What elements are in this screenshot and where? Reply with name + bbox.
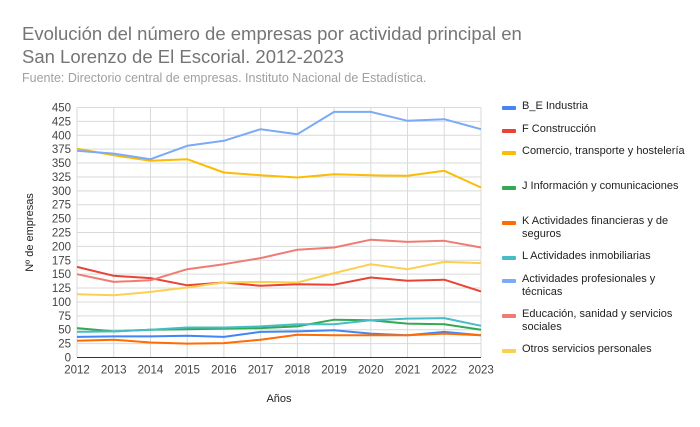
legend-label: J Información y comunicaciones: [522, 180, 679, 192]
series-line-4[interactable]: [76, 332, 482, 345]
x-tick-label: 2023: [468, 365, 494, 377]
x-tick-label: 2013: [101, 365, 127, 377]
x-tick-label: 2016: [211, 365, 237, 377]
legend-swatch: [502, 256, 516, 260]
series-line-8[interactable]: [76, 260, 482, 297]
y-tick-label: 375: [52, 144, 71, 156]
y-tick-label: 0: [65, 353, 71, 365]
y-tick-label: 400: [52, 130, 71, 142]
y-tick-label: 75: [58, 311, 71, 323]
series-lines: [76, 110, 482, 345]
x-tick-label: 2014: [138, 365, 164, 377]
legend-swatch: [502, 349, 516, 353]
y-tick-label: 50: [58, 325, 71, 337]
legend-swatch: [502, 151, 516, 155]
gridlines: [76, 107, 482, 358]
y-tick-label: 25: [58, 339, 71, 351]
chart-subtitle: Fuente: Directorio central de empresas. …: [22, 71, 427, 85]
legend-swatch: [502, 186, 516, 190]
x-axis-title: Años: [266, 393, 292, 405]
legend-label: Actividades profesionales y técnicas: [522, 273, 656, 298]
series-line-6[interactable]: [76, 110, 482, 161]
x-axis-ticks: 2012 2013 2014 2015 2016 2017 2018 2019 2020 2021…: [64, 365, 494, 377]
legend-swatch: [502, 106, 516, 110]
series-line-7[interactable]: [76, 238, 482, 283]
y-axis-title: Nº de empresas: [24, 193, 36, 272]
x-tick-label: 2021: [395, 365, 421, 377]
legend-label: K Actividades financieras y de seguros: [522, 215, 669, 240]
legend-label: Comercio, transporte y hostelería: [522, 145, 685, 157]
y-tick-label: 325: [52, 172, 71, 184]
y-tick-label: 450: [52, 103, 71, 115]
y-tick-label: 350: [52, 158, 71, 170]
legend-label: F Construcción: [522, 123, 596, 135]
series-line-5[interactable]: [76, 317, 482, 333]
y-tick-label: 150: [52, 269, 71, 281]
y-tick-label: 225: [52, 228, 71, 240]
x-tick-label: 2015: [174, 365, 200, 377]
legend-swatch: [502, 221, 516, 225]
legend-swatch: [502, 279, 516, 283]
x-tick-label: 2019: [321, 365, 347, 377]
x-tick-label: 2012: [64, 365, 90, 377]
y-tick-label: 175: [52, 255, 71, 267]
x-tick-label: 2017: [248, 365, 274, 377]
y-tick-label: 125: [52, 283, 71, 295]
x-tick-label: 2018: [285, 365, 311, 377]
y-tick-label: 100: [52, 297, 71, 309]
x-tick-label: 2022: [431, 365, 457, 377]
legend-label: Educación, sanidad y servicios sociales: [522, 308, 673, 333]
series-line-2[interactable]: [76, 147, 482, 189]
series-line-1[interactable]: [76, 265, 482, 293]
y-tick-label: 200: [52, 241, 71, 253]
legend-label: L Actividades inmobiliarias: [522, 250, 651, 262]
chart-title: Evolución del número de empresas por act…: [22, 23, 522, 67]
legend-label: Otros servicios personales: [522, 343, 652, 355]
legend-swatch: [502, 314, 516, 318]
y-tick-label: 275: [52, 200, 71, 212]
y-tick-label: 250: [52, 214, 71, 226]
legend-label: B_E Industria: [522, 100, 589, 112]
y-tick-label: 300: [52, 186, 71, 198]
x-tick-label: 2020: [358, 365, 384, 377]
y-tick-label: 425: [52, 116, 71, 128]
legend-swatch: [502, 129, 516, 133]
